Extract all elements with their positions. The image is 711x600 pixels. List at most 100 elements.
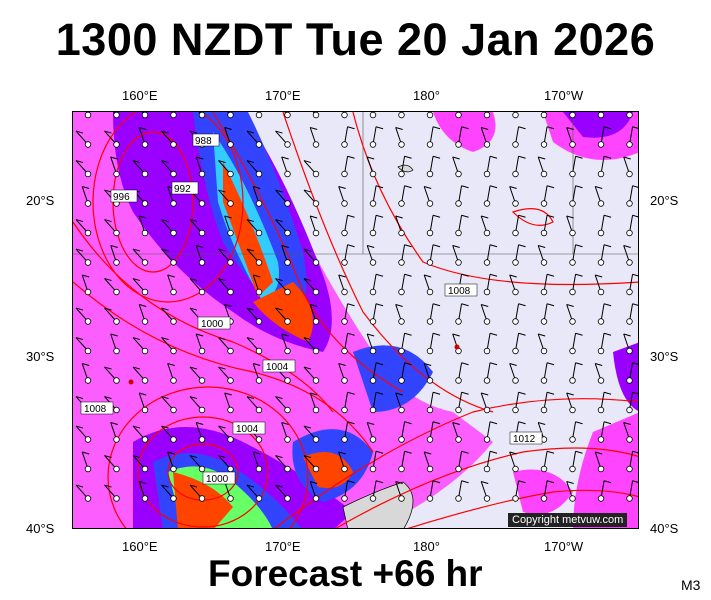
wind-station <box>341 288 348 296</box>
wind-barb-feather <box>310 303 318 307</box>
wind-station <box>198 112 206 119</box>
wind-station <box>141 318 149 325</box>
wind-barb-feather <box>395 480 403 484</box>
wind-station <box>341 495 348 502</box>
wind-barb-feather <box>632 214 638 218</box>
wind-station <box>540 495 548 502</box>
wind-station <box>113 112 120 119</box>
right-lat-label: 40°S <box>650 521 679 536</box>
wind-station <box>113 406 120 414</box>
wind-station <box>483 229 491 237</box>
wind-barb-feather <box>518 155 526 159</box>
wind-station <box>284 495 291 502</box>
wind-barb-feather <box>338 362 346 366</box>
wind-barb-feather <box>489 273 498 277</box>
wind-barb-feather <box>395 215 403 219</box>
wind-station <box>426 170 434 178</box>
wind-barb-feather <box>375 480 384 484</box>
wind-station <box>626 465 633 473</box>
wind-station <box>455 377 462 384</box>
wind-barb-feather <box>132 455 141 459</box>
wind-station <box>569 288 576 296</box>
wind-barb-feather <box>132 337 141 341</box>
wind-barb-feather <box>275 484 283 488</box>
wind-station <box>255 495 263 502</box>
wind-station <box>597 465 605 473</box>
wind-barb-feather <box>461 126 469 130</box>
wind-station <box>198 229 206 237</box>
wind-barb-feather <box>104 278 112 282</box>
wind-barb-feather <box>546 303 555 307</box>
wind-station <box>398 495 405 502</box>
wind-barb-feather <box>82 185 90 189</box>
wind-barb-feather <box>110 421 118 425</box>
wind-station <box>626 318 633 325</box>
wind-barb-feather <box>281 244 289 248</box>
wind-station <box>341 318 348 325</box>
wind-barb-feather <box>246 396 255 400</box>
wind-station <box>626 259 633 266</box>
wind-barb-feather <box>139 303 147 307</box>
wind-barb-feather <box>246 160 255 164</box>
wind-station <box>170 347 177 355</box>
wind-barb-feather <box>218 248 226 252</box>
wind-barb-feather <box>139 392 147 396</box>
wind-station <box>569 259 576 266</box>
wind-station <box>84 141 92 148</box>
model-code: M3 <box>681 577 701 593</box>
wind-station <box>540 141 548 148</box>
wind-station <box>284 347 291 355</box>
wind-station <box>597 112 605 119</box>
wind-barb-feather <box>546 126 555 130</box>
wind-barb-feather <box>104 366 112 370</box>
wind-station <box>626 200 633 207</box>
wind-station <box>597 377 605 384</box>
wind-station <box>426 495 434 502</box>
wind-barb-feather <box>623 244 631 248</box>
isobar-label: 1012 <box>513 434 536 445</box>
wind-station <box>369 170 377 178</box>
wind-barb-feather <box>603 332 612 336</box>
wind-station <box>255 288 263 296</box>
wind-barb-feather <box>575 155 583 159</box>
wind-barb-feather <box>75 307 84 311</box>
wind-barb-feather <box>546 214 555 218</box>
wind-barb-feather <box>310 126 318 130</box>
wind-station <box>369 229 377 237</box>
wind-station <box>141 377 149 384</box>
wind-station <box>597 318 605 325</box>
top-lon-label: 170°W <box>544 88 584 103</box>
wind-barb-feather <box>481 480 489 484</box>
wind-station <box>512 200 519 207</box>
wind-station <box>113 465 120 473</box>
wind-barb-feather <box>432 480 441 484</box>
wind-barb-feather <box>566 215 574 219</box>
wind-station <box>455 465 462 473</box>
wind-barb-feather <box>189 278 198 282</box>
wind-station <box>483 288 491 296</box>
wind-station <box>284 200 291 207</box>
wind-station <box>284 465 291 473</box>
wind-station <box>170 377 177 384</box>
wind-station <box>312 141 320 148</box>
wind-barb-feather <box>404 244 412 248</box>
wind-barb-feather <box>246 248 255 252</box>
wind-station <box>426 347 434 355</box>
wind-station <box>426 406 434 414</box>
wind-barb-feather <box>139 480 147 484</box>
wind-barb-feather <box>167 451 175 455</box>
wind-station <box>341 406 348 414</box>
wind-barb-feather <box>75 425 84 429</box>
wind-station <box>455 141 462 148</box>
wind-barb-feather <box>224 303 232 307</box>
wind-station <box>483 406 491 414</box>
wind-barb-feather <box>575 273 583 277</box>
wind-barb-feather <box>104 396 112 400</box>
wind-station <box>512 347 519 355</box>
wind-barb-feather <box>603 421 612 425</box>
wind-station <box>84 288 92 296</box>
wind-barb-feather <box>347 244 355 248</box>
wind-station <box>170 141 177 148</box>
wind-station <box>483 436 491 443</box>
wind-station <box>569 318 576 325</box>
